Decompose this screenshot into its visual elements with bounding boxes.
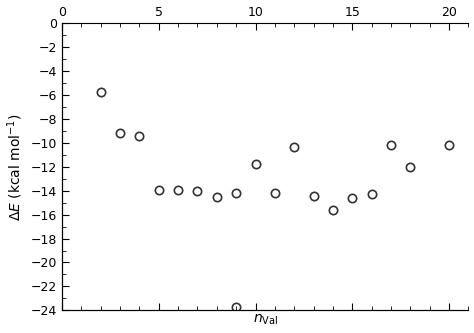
- Y-axis label: $\Delta E$ (kcal mol$^{-1}$): $\Delta E$ (kcal mol$^{-1}$): [6, 113, 25, 220]
- X-axis label: $n_{\mathrm{Val}}$: $n_{\mathrm{Val}}$: [253, 313, 278, 327]
